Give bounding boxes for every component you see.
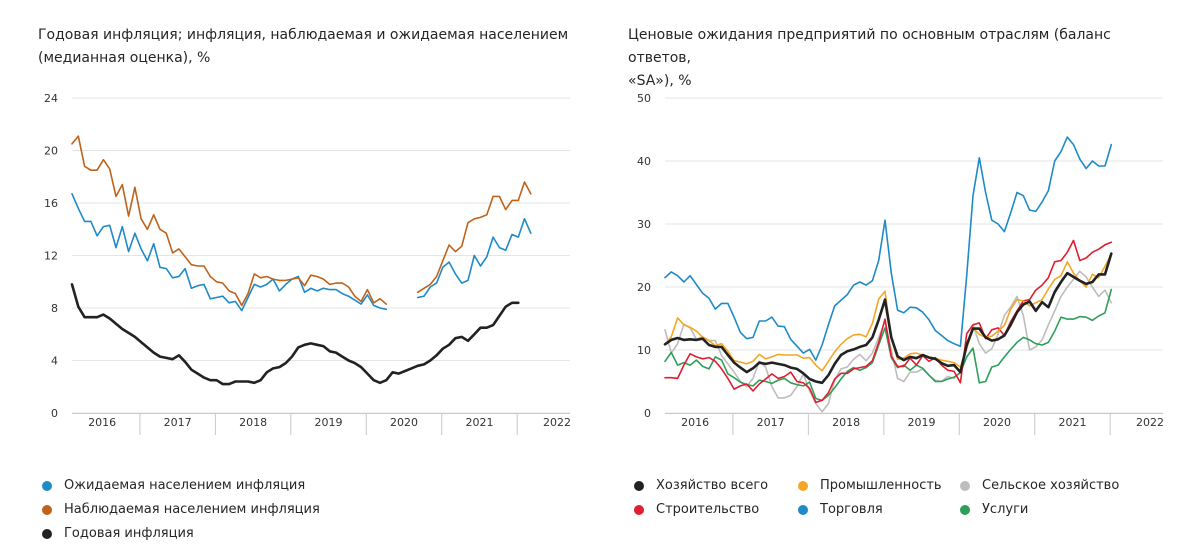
x-tick-label: 2017 [757, 416, 785, 429]
y-tick-label: 40 [637, 155, 651, 168]
legend-item[interactable]: Строительство [634, 502, 759, 517]
chart1-title-line2: (медианная оценка), % [38, 50, 211, 66]
chart1-plot: 0 4 8 12 16 20 24 2016 2017 2018 2019 2020 2021 2022 [44, 92, 571, 435]
y-tick-label: 10 [637, 344, 651, 357]
legend-item[interactable]: Годовая инфляция [42, 526, 194, 541]
x-tick-label: 2016 [681, 416, 709, 429]
series-line [664, 136, 1113, 361]
y-tick-label: 0 [51, 407, 58, 420]
legend-label: Строительство [656, 502, 760, 517]
x-tick-label: 2022 [543, 416, 571, 429]
legend-item[interactable]: Торговля [798, 502, 883, 517]
y-tick-label: 0 [644, 407, 651, 420]
chart1-title-line1: Годовая инфляция; инфляция, наблюдаемая … [38, 27, 569, 43]
series-line [664, 239, 1113, 404]
series-line [663, 252, 1113, 385]
chart2-title-line2: «SA»), % [628, 73, 692, 89]
legend-item[interactable]: Наблюдаемая населением инфляция [42, 502, 320, 517]
legend-label: Годовая инфляция [64, 526, 194, 541]
legend-marker [960, 480, 970, 491]
legend-item[interactable]: Хозяйство всего [634, 478, 768, 493]
series-line [71, 193, 532, 312]
legend-label: Наблюдаемая населением инфляция [64, 502, 320, 517]
y-tick-label: 16 [44, 197, 58, 210]
x-tick-label: 2016 [88, 416, 116, 429]
y-tick-label: 50 [637, 92, 651, 105]
x-tick-label: 2021 [465, 416, 493, 429]
legend-label: Хозяйство всего [656, 478, 769, 493]
y-tick-label: 24 [44, 92, 58, 105]
series-line [664, 288, 1113, 402]
legend-marker [798, 480, 808, 491]
series-line [71, 135, 532, 307]
legend-item[interactable]: Услуги [960, 502, 1028, 517]
legend-label: Сельское хозяйство [982, 478, 1120, 493]
legend-label: Торговля [820, 502, 883, 517]
x-tick-label: 2021 [1058, 416, 1086, 429]
y-tick-label: 20 [637, 281, 651, 294]
legend-marker [634, 504, 644, 515]
y-tick-label: 4 [51, 355, 58, 368]
x-tick-label: 2022 [1136, 416, 1164, 429]
chart2-title-line1: Ценовые ожидания предприятий по основным… [628, 27, 1111, 66]
series-line [70, 283, 520, 386]
x-tick-label: 2017 [164, 416, 192, 429]
legend-item[interactable]: Сельское хозяйство [960, 478, 1119, 493]
x-tick-label: 2020 [983, 416, 1011, 429]
x-tick-label: 2018 [832, 416, 860, 429]
legend-label: Промышленность [820, 478, 942, 493]
x-tick-label: 2019 [315, 416, 343, 429]
y-tick-label: 8 [51, 302, 58, 315]
legend-label: Ожидаемая населением инфляция [64, 478, 306, 493]
legend-label: Услуги [982, 502, 1029, 517]
x-tick-label: 2018 [239, 416, 267, 429]
chart2-plot: 0 10 20 30 40 50 2016 2017 2018 2019 2020 2021 2022 [637, 92, 1164, 435]
legend-item[interactable]: Промышленность [798, 478, 942, 493]
x-tick-label: 2019 [908, 416, 936, 429]
y-tick-label: 12 [44, 250, 58, 263]
legend-marker [42, 528, 52, 539]
legend-item[interactable]: Ожидаемая населением инфляция [42, 478, 305, 493]
x-tick-label: 2020 [390, 416, 418, 429]
chart2-title: Ценовые ожидания предприятий по основным… [628, 24, 1173, 93]
legend-marker [634, 480, 644, 491]
legend-marker [798, 504, 808, 515]
legend-marker [42, 504, 52, 515]
y-tick-label: 20 [44, 145, 58, 158]
y-tick-label: 30 [637, 218, 651, 231]
legend-marker [960, 504, 970, 515]
chart1-title: Годовая инфляция; инфляция, наблюдаемая … [38, 24, 578, 70]
legend-marker [42, 480, 52, 491]
